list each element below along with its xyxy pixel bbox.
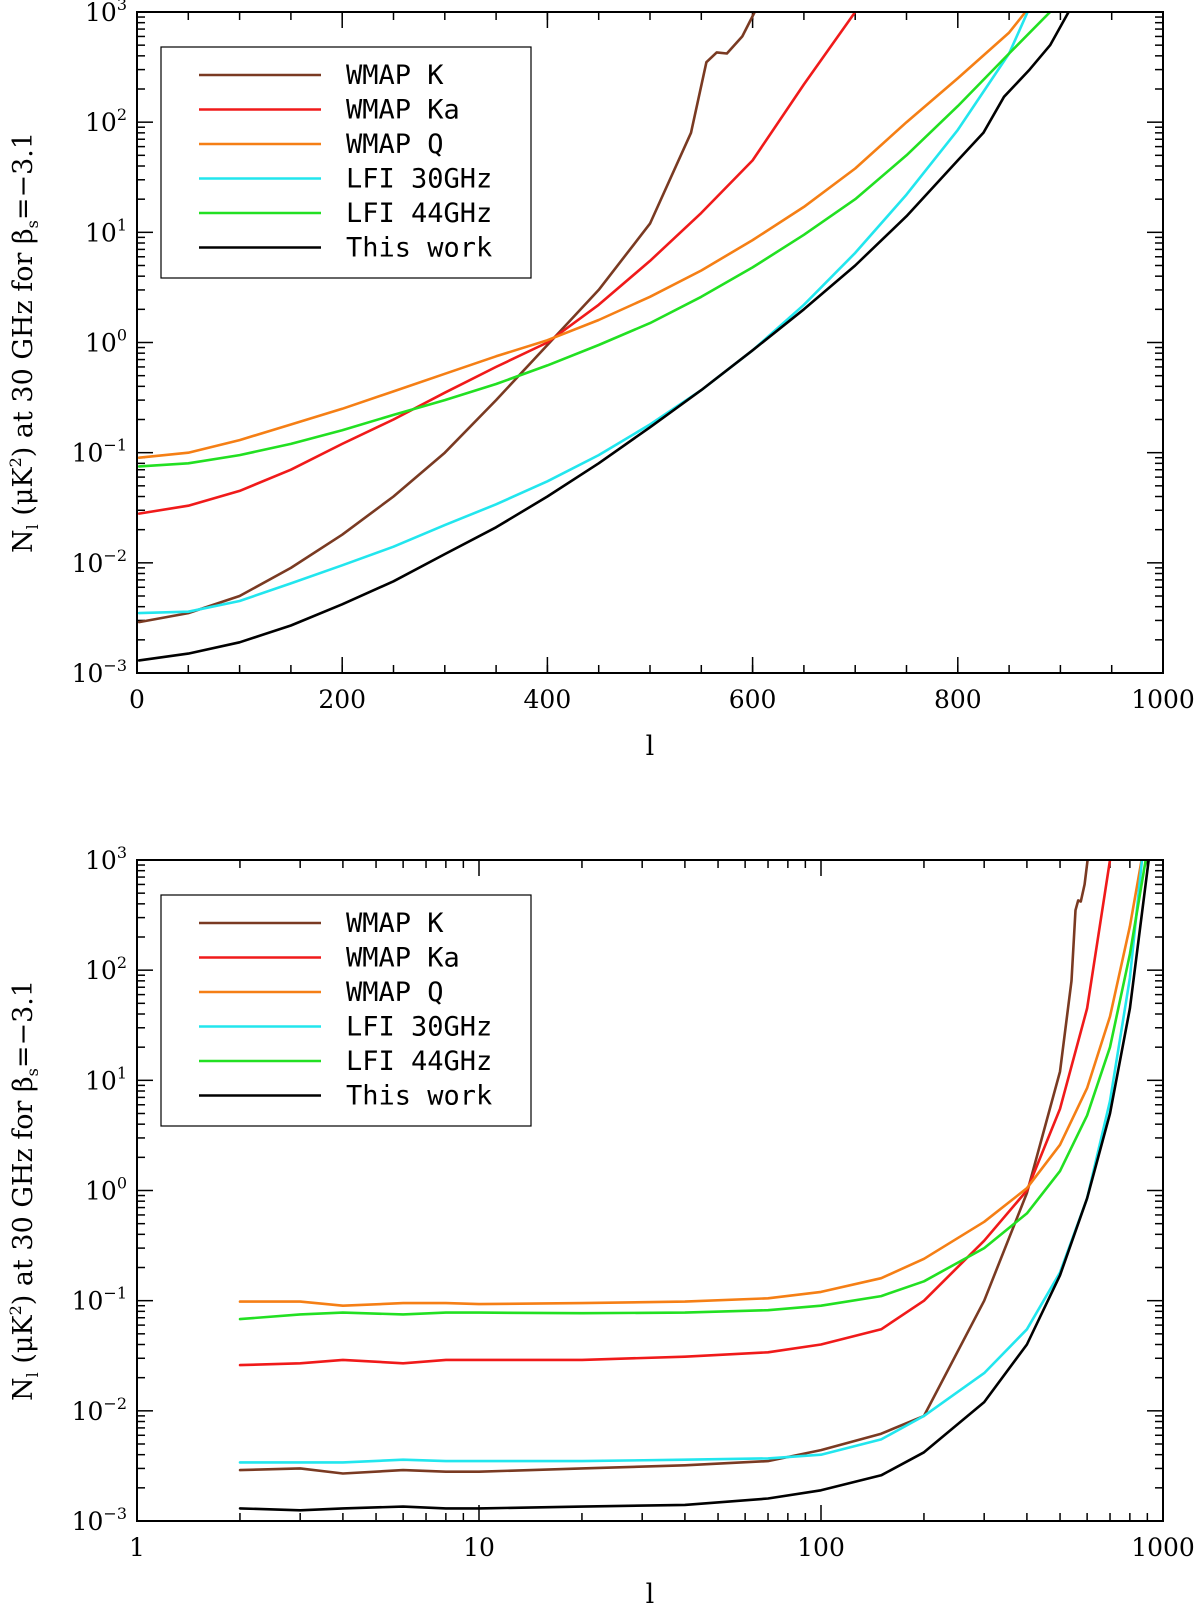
y-tick-label: 10−1 [72, 436, 127, 468]
legend-label: LFI 44GHz [346, 1046, 492, 1077]
legend-label: This work [346, 233, 492, 264]
y-tick-label: 10−1 [72, 1284, 127, 1316]
chart-1: 0 200 400 600 800 1000 10−3 10−2 10−1 100 101 102 10… [6, 0, 1195, 762]
chart-2: 1 10 100 1000 10−3 10−2 10−1 100 101 102 103 WMAP K… [6, 843, 1195, 1610]
legend-label: LFI 30GHz [346, 164, 492, 195]
series-line-lfi-30ghz [137, 12, 1029, 615]
series-line-this-work [137, 12, 1070, 662]
y-tick-label: 101 [85, 1063, 127, 1095]
y-tick-label: 10−3 [72, 1504, 127, 1536]
legend-label: This work [346, 1081, 492, 1112]
x-tick-label: 1000 [1131, 1533, 1195, 1562]
series-line-lfi-44ghz [137, 12, 1052, 468]
y-tick-label: 10−2 [72, 1394, 127, 1426]
legend-label: WMAP Q [346, 977, 444, 1008]
series-line-this-work [238, 860, 1150, 1512]
x-tick-label: 800 [934, 685, 982, 714]
series-line-lfi-44ghz [238, 860, 1147, 1321]
series-line-wmap-k [238, 860, 1089, 1475]
legend-label: WMAP Ka [346, 95, 460, 126]
y-tick-label: 100 [85, 326, 127, 358]
y-tick-label: 100 [85, 1174, 127, 1206]
legend-label: LFI 44GHz [346, 198, 492, 229]
x-tick-label: 600 [729, 685, 777, 714]
plot-frame [136, 859, 1164, 1522]
legend-label: WMAP Q [346, 129, 444, 160]
x-tick-label: 10 [463, 1533, 495, 1562]
y-axis-title: Nl (μK2) at 30 GHz for βs=−3.1 [6, 132, 42, 553]
y-tick-label: 10−3 [72, 656, 127, 688]
y-tick-label: 101 [85, 215, 127, 247]
legend-label: WMAP K [346, 908, 444, 939]
legend-label: LFI 30GHz [346, 1012, 492, 1043]
y-tick-label: 103 [85, 843, 127, 875]
series-lines [238, 860, 1150, 1512]
series-line-wmap-ka [137, 12, 857, 515]
legend-box [160, 894, 532, 1127]
y-tick-label: 103 [85, 0, 127, 27]
series-line-wmap-q [238, 860, 1143, 1307]
legend-box [160, 46, 532, 279]
x-tick-label: 400 [524, 685, 572, 714]
plot-frame [136, 11, 1164, 674]
y-tick-label: 102 [85, 953, 127, 985]
series-line-wmap-q [137, 12, 1027, 460]
x-tick-label: 200 [318, 685, 366, 714]
x-tick-label: 1 [129, 1533, 145, 1562]
series-lines [137, 12, 1070, 662]
x-tick-label: 1000 [1131, 685, 1195, 714]
y-axis-title: Nl (μK2) at 30 GHz for βs=−3.1 [6, 980, 42, 1401]
y-tick-label: 102 [85, 105, 127, 137]
y-tick-label: 10−2 [72, 546, 127, 578]
x-axis-title: l [646, 1579, 655, 1610]
x-axis-title: l [646, 731, 655, 762]
legend-label: WMAP Ka [346, 943, 460, 974]
x-tick-label: 100 [797, 1533, 845, 1562]
legend-label: WMAP K [346, 60, 444, 91]
x-tick-label: 0 [129, 685, 145, 714]
series-line-wmap-ka [238, 860, 1112, 1367]
series-line-wmap-k [137, 12, 757, 624]
